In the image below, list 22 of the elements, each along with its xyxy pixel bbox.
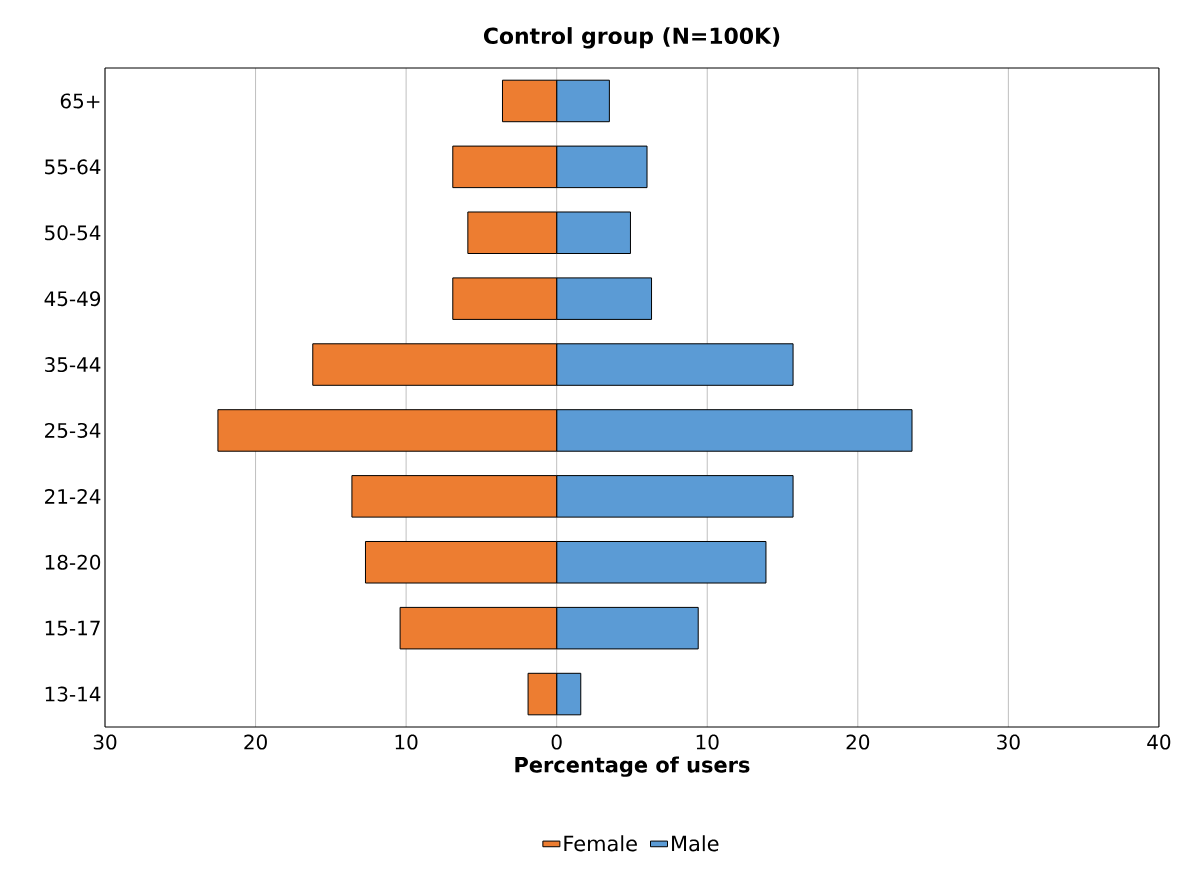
y-tick-label: 25-34 <box>45 422 101 438</box>
x-tick-label: 10 <box>395 734 418 750</box>
legend-label: Male <box>672 835 719 852</box>
x-tick-label: 30 <box>997 734 1020 750</box>
y-tick-label: 13-14 <box>45 686 101 702</box>
x-tick-label: 20 <box>846 734 870 750</box>
chart-title: Control group (N=100K) <box>483 27 780 49</box>
y-tick-label: 55-64 <box>45 159 101 175</box>
x-tick-label: 30 <box>93 734 117 750</box>
y-tick-label: 35-44 <box>45 357 101 373</box>
y-tick-label: 45-49 <box>44 291 101 307</box>
y-tick-label: 50-54 <box>45 225 101 241</box>
x-axis-title: Percentage of users <box>515 756 750 777</box>
x-tick-label: 0 <box>551 734 562 750</box>
y-tick-label: 18-20 <box>45 554 101 570</box>
y-tick-label: 21-24 <box>45 488 101 504</box>
y-tick-label: 65+ <box>60 93 100 109</box>
x-tick-label: 20 <box>244 734 267 750</box>
y-tick-label: 15-17 <box>45 620 100 636</box>
x-tick-label: 10 <box>696 734 719 750</box>
x-tick-label: 40 <box>1147 734 1171 750</box>
legend-label: Female <box>564 835 637 852</box>
